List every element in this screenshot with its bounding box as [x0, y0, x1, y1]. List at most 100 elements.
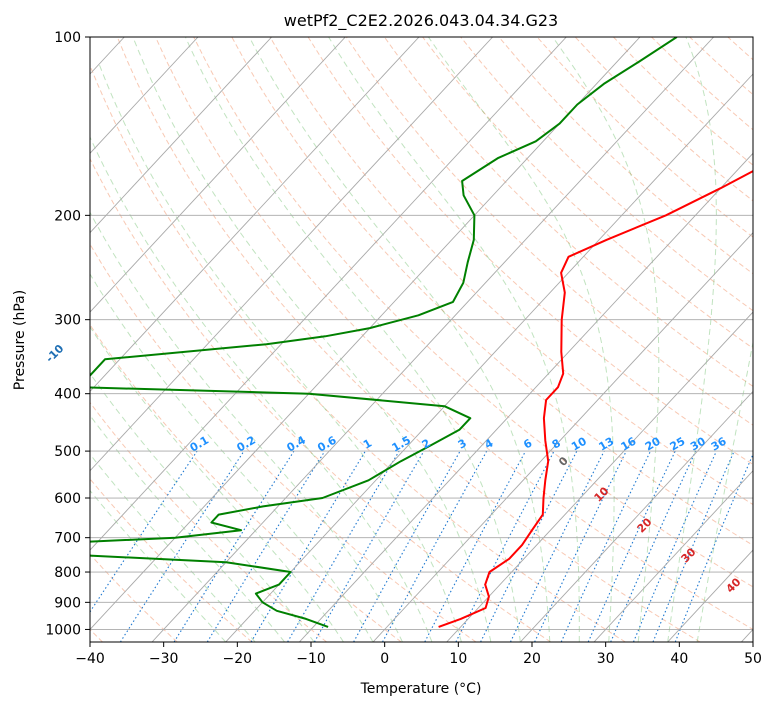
x-tick-label: −20 [223, 651, 253, 667]
y-tick-label: 1000 [45, 622, 81, 638]
moist-adiabat-line [552, 37, 660, 642]
dry-adiabat-label: -10 [43, 342, 66, 365]
mixing-ratio-line [534, 450, 627, 642]
dry-adiabat-line [422, 37, 753, 349]
mixing-ratio-line [382, 450, 488, 642]
mixing-ratio-label: 6 [521, 436, 534, 451]
x-tick-label: 20 [523, 651, 541, 667]
dry-adiabat-line [90, 64, 626, 642]
moist-adiabat-line [667, 37, 717, 642]
isotherm-line [372, 232, 753, 642]
x-tick-label: −30 [149, 651, 179, 667]
x-axis-label: Temperature (°C) [360, 681, 482, 697]
dry-adiabat-line [90, 157, 551, 642]
moist-adiabat-line [90, 489, 227, 642]
y-tick-label: 500 [54, 444, 81, 460]
moist-adiabat-line [90, 211, 403, 642]
moist-adiabat-line [427, 37, 615, 642]
isotherm-line [225, 73, 753, 642]
isotherm-line [90, 37, 641, 631]
temperature-line [438, 170, 753, 628]
mixing-ratio-label: 4 [482, 436, 495, 451]
moist-adiabat-line [90, 135, 433, 642]
mixing-ratio-line [119, 450, 245, 642]
isotherm-line [90, 37, 420, 393]
y-tick-label: 300 [54, 313, 81, 329]
isotherm-line [299, 152, 753, 642]
moist-adiabat-line [184, 37, 521, 642]
isotherm-line [593, 470, 753, 642]
dry-adiabat-line [90, 323, 402, 642]
x-tick-label: 10 [449, 651, 467, 667]
y-tick-label: 100 [54, 30, 81, 46]
y-tick-label: 200 [54, 208, 81, 224]
y-axis-label: Pressure (hPa) [12, 290, 28, 390]
x-tick-label: 30 [597, 651, 615, 667]
mixing-ratio-line [173, 450, 295, 642]
isotherm-line [446, 311, 753, 642]
dry-adiabat-line [536, 37, 753, 238]
mixing-ratio-line [90, 450, 198, 613]
moist-adiabat-line [90, 414, 285, 642]
moist-adiabat-line [90, 372, 315, 642]
mixing-ratio-line [424, 450, 527, 642]
dewpoint-line [90, 37, 678, 628]
mixing-ratio-line [206, 450, 326, 642]
profile-series [90, 37, 753, 628]
y-tick-label: 900 [54, 595, 81, 611]
moist-adiabat-line [90, 325, 344, 642]
x-tick-label: 0 [380, 651, 389, 667]
mixing-ratio-line [480, 450, 578, 642]
mixing-ratio-line [587, 450, 676, 642]
isotherm-line [741, 628, 753, 642]
isotherm-line [90, 37, 199, 154]
dry-adiabat-line [155, 37, 753, 630]
x-tick-label: −40 [75, 651, 105, 667]
y-tick-label: 700 [54, 531, 81, 547]
x-tick-label: 50 [744, 651, 762, 667]
y-tick-label: 400 [54, 387, 81, 403]
moist-adiabat-label: 10 [592, 484, 612, 504]
moist-adiabats [90, 37, 753, 642]
dry-adiabat-line [116, 37, 701, 642]
mixing-ratio-line [250, 450, 366, 642]
dry-adiabat-line [269, 37, 753, 506]
mixing-ratio-line [509, 450, 605, 642]
isotherm-line [90, 37, 272, 234]
dry-adiabat-line [460, 37, 753, 312]
moist-adiabat-line [328, 37, 580, 642]
isotherm-line [520, 390, 753, 642]
x-tick-label: −10 [296, 651, 326, 667]
plot-frame [89, 36, 754, 643]
y-tick-label: 600 [54, 491, 81, 507]
moist-adiabat-line [248, 37, 551, 642]
moist-adiabat-line [132, 37, 492, 642]
mixing-ratio-line [652, 450, 735, 642]
x-tick-label: 40 [670, 651, 688, 667]
mixing-ratio-line [560, 450, 651, 642]
moist-adiabat-line [90, 453, 256, 642]
mixing-ratio-label: 1 [361, 437, 374, 452]
mixing-ratio-line [353, 450, 461, 642]
mixing-ratio-line [632, 450, 717, 642]
isotherm-grid [90, 37, 753, 642]
isotherm-line [90, 37, 346, 313]
dry-adiabat-line [90, 401, 327, 642]
mixing-ratio-label: 3 [456, 437, 469, 452]
chart-title: wetPf2_C2E2.2026.043.04.34.G23 [284, 11, 558, 31]
isobar-grid [90, 37, 753, 630]
isotherm-line [90, 37, 493, 472]
mixing-ratio-line [610, 450, 697, 642]
dry-adiabat-line [90, 553, 178, 642]
y-axis-ticks: 100 200 300 400 500 600 700 800 900 1000 [45, 30, 90, 638]
moist-adiabat-line [696, 339, 753, 642]
moist-adiabat-line [97, 61, 462, 642]
dry-adiabat-line [193, 37, 753, 588]
dry-adiabat-line [90, 243, 477, 642]
y-tick-label: 800 [54, 565, 81, 581]
isotherm-line [90, 37, 567, 551]
x-axis-ticks: −40 −30 −20 −10 0 10 20 30 40 50 [75, 642, 762, 667]
dry-adiabat-line [90, 478, 253, 642]
mixing-ratio-line [674, 453, 753, 642]
